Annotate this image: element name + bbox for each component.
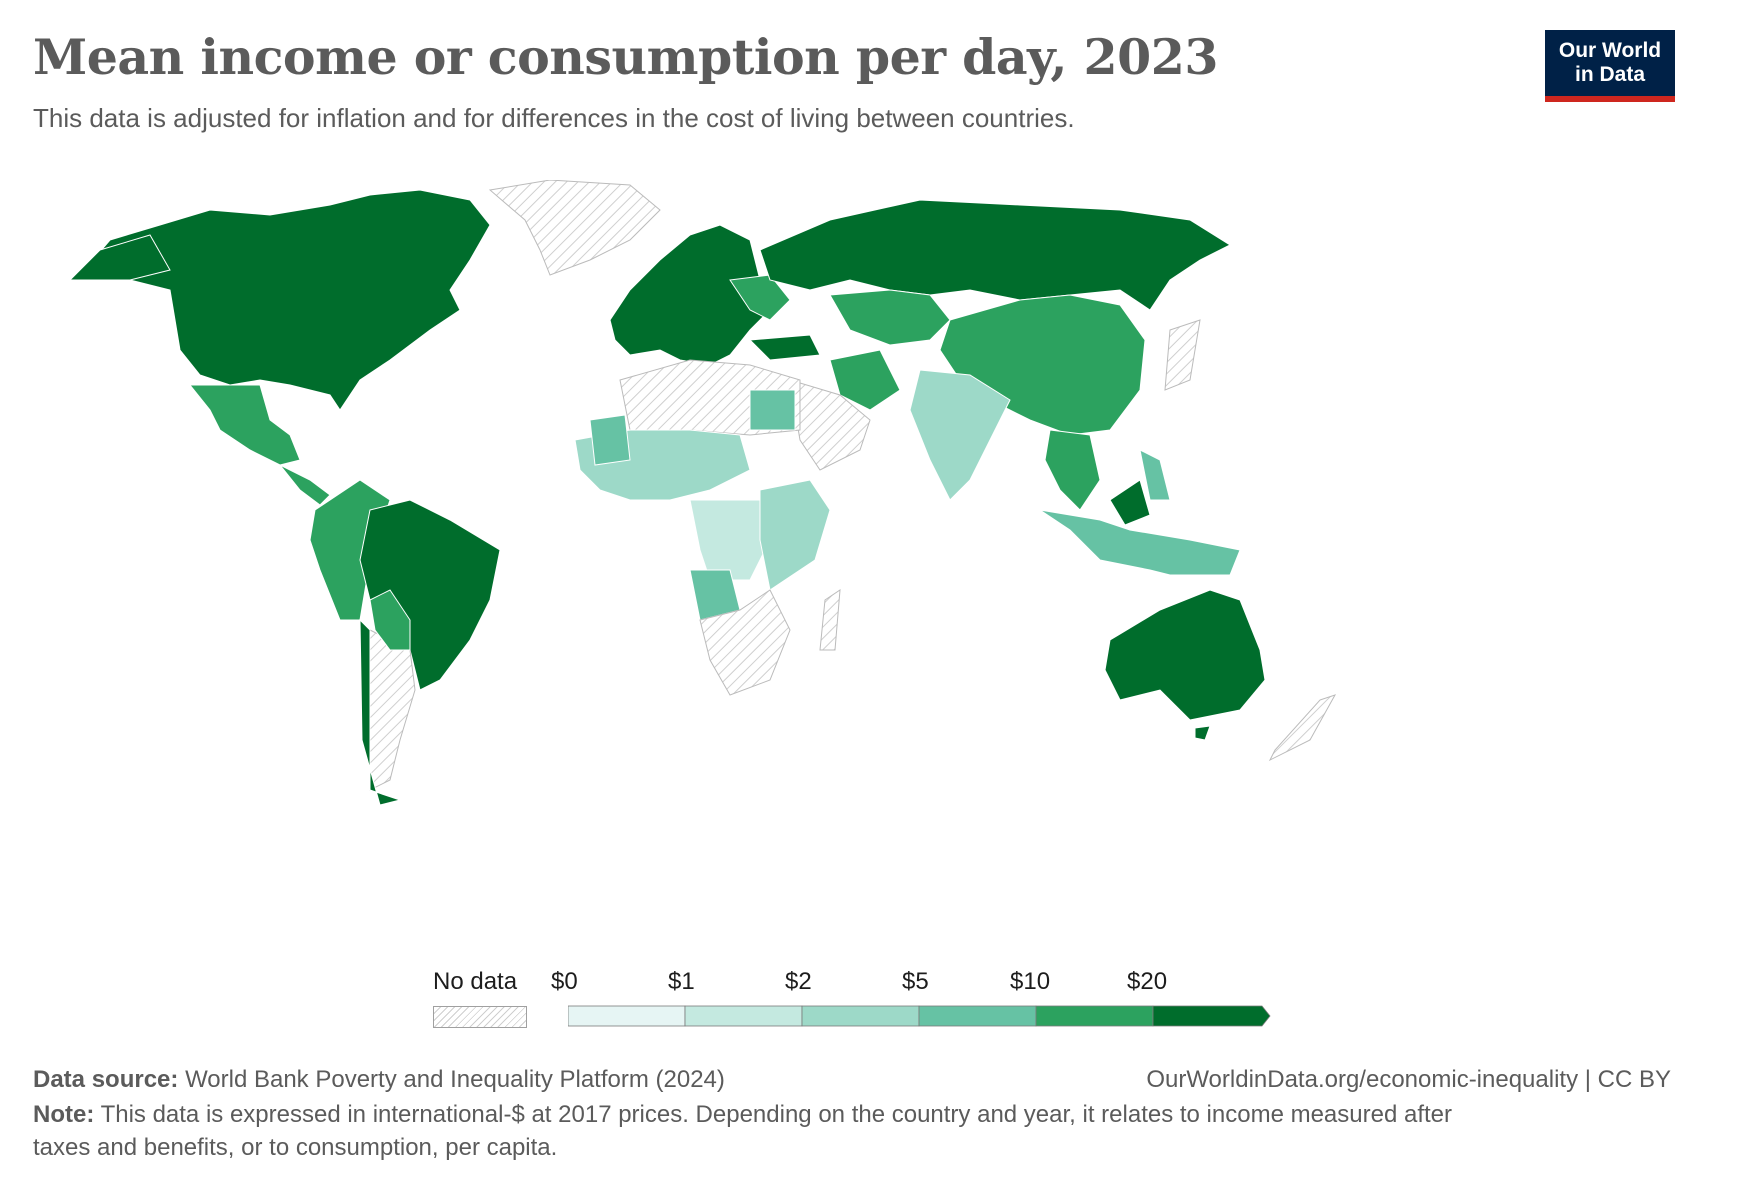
- logo-line-2: in Data: [1574, 63, 1645, 86]
- legend-tick-5: $20: [1127, 968, 1168, 995]
- india-region[interactable]: [909, 369, 1011, 501]
- east-africa-region[interactable]: [759, 479, 831, 591]
- new-zealand-region[interactable]: [1268, 694, 1337, 762]
- legend-swatch-4: [1035, 1005, 1154, 1027]
- alaska-region[interactable]: [70, 234, 171, 281]
- central-america-region[interactable]: [279, 464, 331, 506]
- legend-tick-1: $1: [668, 968, 695, 995]
- legend-swatch-1: [684, 1005, 803, 1027]
- australia-region[interactable]: [1104, 589, 1266, 721]
- logo-line-1: Our World: [1558, 39, 1662, 62]
- data-source-label: Data source:: [33, 1066, 179, 1093]
- iran-region[interactable]: [829, 349, 901, 411]
- argentina-region[interactable]: [369, 629, 416, 791]
- note-line-2: taxes and benefits, or to consumption, p…: [33, 1134, 558, 1161]
- legend-tick-0: $0: [551, 968, 578, 995]
- legend-no-data-label: No data: [433, 968, 518, 995]
- legend-tick-3: $5: [902, 968, 929, 995]
- turkey-region[interactable]: [748, 334, 821, 361]
- russia-region[interactable]: [759, 199, 1232, 311]
- legend-tick-4: $10: [1010, 968, 1051, 995]
- legend-swatch-2: [801, 1005, 920, 1027]
- legend-swatch-0: [568, 1005, 686, 1027]
- chile-region[interactable]: [359, 618, 402, 806]
- philippines-region[interactable]: [1139, 449, 1171, 501]
- southeast-asia-region[interactable]: [1044, 429, 1101, 511]
- greenland-region[interactable]: [488, 180, 661, 276]
- tasmania-region[interactable]: [1194, 725, 1211, 741]
- source-url[interactable]: OurWorldinData.org/economic-inequality |…: [1146, 1066, 1671, 1093]
- indonesia-region[interactable]: [1039, 509, 1241, 576]
- data-source-text: World Bank Poverty and Inequality Platfo…: [185, 1066, 725, 1093]
- data-source: Data source: World Bank Poverty and Ineq…: [33, 1066, 725, 1094]
- arabia-region[interactable]: [789, 379, 871, 471]
- mauritania-region[interactable]: [589, 414, 631, 466]
- kazakhstan-region[interactable]: [829, 289, 951, 346]
- north-america-region[interactable]: [78, 189, 491, 411]
- chart-title: Mean income or consumption per day, 2023: [33, 28, 1218, 86]
- madagascar-region[interactable]: [819, 589, 841, 651]
- legend-swatch-3: [918, 1005, 1037, 1027]
- legend-swatch-5: [1152, 1005, 1271, 1027]
- eastern-europe-region[interactable]: [729, 274, 791, 321]
- owid-logo[interactable]: Our World in Data: [1545, 30, 1675, 102]
- legend-color-scale: [568, 1005, 1271, 1027]
- world-map[interactable]: [70, 180, 1570, 910]
- europe-region[interactable]: [609, 224, 771, 366]
- chart-subtitle: This data is adjusted for inflation and …: [33, 103, 1075, 133]
- note-line-1: Note: This data is expressed in internat…: [33, 1101, 1452, 1129]
- legend-no-data-swatch: [433, 1006, 527, 1028]
- note-text-1: This data is expressed in international-…: [100, 1101, 1453, 1128]
- borneo-region[interactable]: [1109, 479, 1151, 526]
- bolivia-paraguay-region[interactable]: [369, 589, 411, 651]
- central-africa-region[interactable]: [689, 499, 771, 581]
- japan-korea-region[interactable]: [1164, 319, 1201, 391]
- mexico-region[interactable]: [188, 384, 301, 466]
- note-label: Note:: [33, 1101, 95, 1128]
- legend-tick-2: $2: [785, 968, 812, 995]
- southern-africa-region[interactable]: [699, 589, 791, 696]
- egypt-region[interactable]: [749, 389, 796, 431]
